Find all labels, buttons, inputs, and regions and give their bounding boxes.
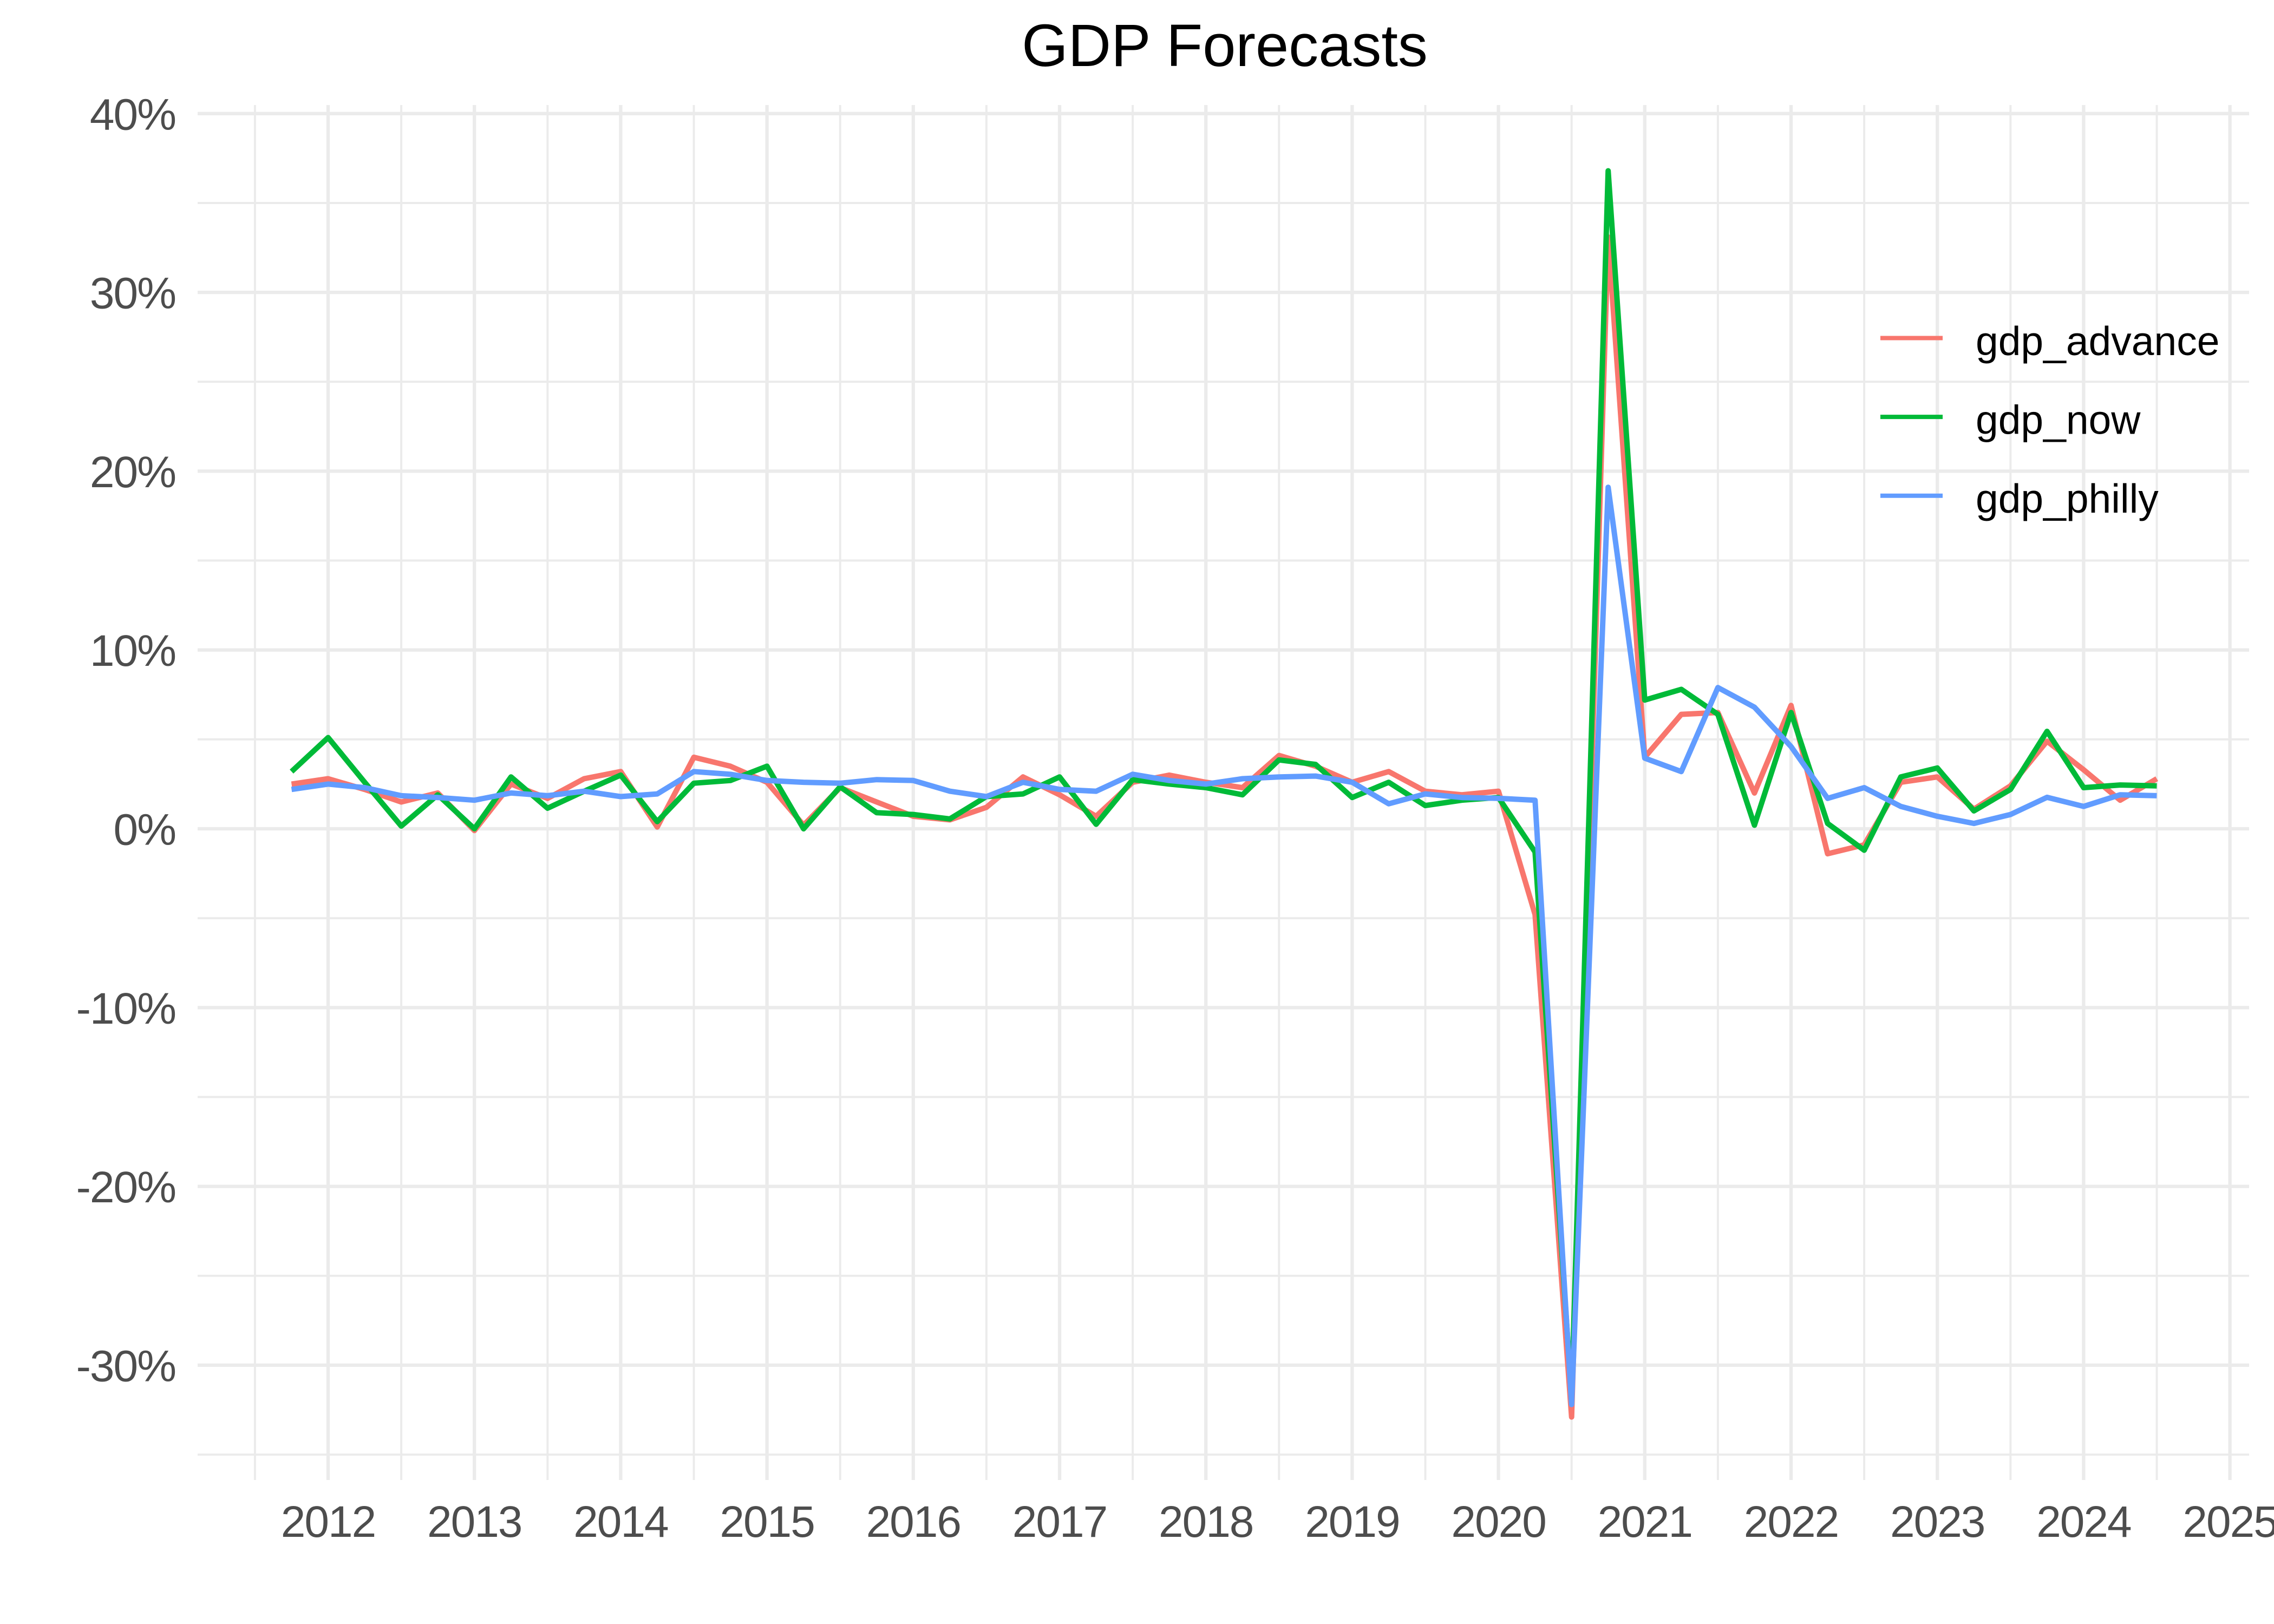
svg-text:40%: 40%: [90, 90, 175, 139]
svg-text:-20%: -20%: [76, 1163, 175, 1212]
svg-text:-10%: -10%: [76, 984, 175, 1033]
svg-text:2015: 2015: [720, 1497, 814, 1547]
svg-text:GDP Forecasts: GDP Forecasts: [1022, 12, 1428, 79]
svg-text:30%: 30%: [90, 269, 175, 318]
svg-text:2017: 2017: [1012, 1497, 1107, 1547]
svg-text:2013: 2013: [427, 1497, 521, 1547]
svg-text:2018: 2018: [1159, 1497, 1253, 1547]
svg-text:2023: 2023: [1890, 1497, 1984, 1547]
svg-text:2022: 2022: [1744, 1497, 1838, 1547]
svg-text:2014: 2014: [573, 1497, 668, 1547]
svg-text:0%: 0%: [113, 806, 175, 855]
svg-text:2020: 2020: [1451, 1497, 1545, 1547]
svg-text:2012: 2012: [281, 1497, 375, 1547]
svg-text:gdp_philly: gdp_philly: [1976, 476, 2159, 521]
svg-text:2021: 2021: [1598, 1497, 1692, 1547]
svg-text:2019: 2019: [1305, 1497, 1399, 1547]
svg-text:2025: 2025: [2182, 1497, 2274, 1547]
svg-text:2024: 2024: [2036, 1497, 2131, 1547]
svg-text:gdp_now: gdp_now: [1976, 397, 2141, 443]
svg-text:gdp_advance: gdp_advance: [1976, 318, 2219, 364]
svg-text:2016: 2016: [866, 1497, 960, 1547]
svg-text:-30%: -30%: [76, 1341, 175, 1391]
svg-text:20%: 20%: [90, 448, 175, 497]
svg-text:10%: 10%: [90, 626, 175, 676]
